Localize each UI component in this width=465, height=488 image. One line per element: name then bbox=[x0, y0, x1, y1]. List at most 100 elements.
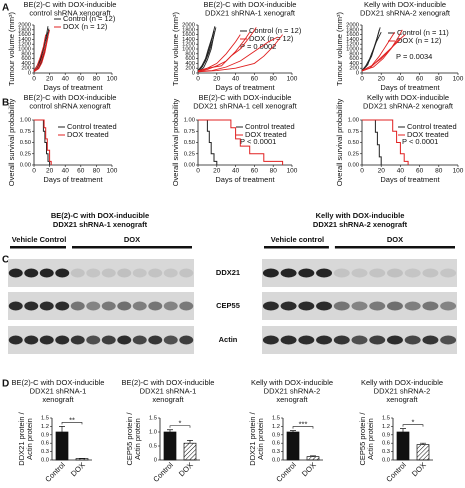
y-tick-label: 0.5 bbox=[149, 444, 157, 450]
blot-band bbox=[179, 335, 194, 345]
x-tick-label: Control bbox=[274, 460, 298, 484]
blot-membrane bbox=[8, 292, 194, 320]
y-tick-label: 0.50 bbox=[348, 140, 359, 146]
blot-band bbox=[39, 335, 54, 345]
group-bar bbox=[334, 246, 455, 249]
y-tick-label: 1.5 bbox=[382, 416, 390, 422]
y-tick-label: 0.3 bbox=[382, 449, 390, 455]
significance: * bbox=[412, 418, 415, 427]
x-tick-label: 80 bbox=[435, 168, 443, 175]
x-tick-label: 0 bbox=[196, 168, 200, 175]
tumour-line bbox=[361, 29, 380, 72]
y-tick-label: 800 bbox=[21, 51, 31, 57]
bar bbox=[396, 431, 410, 461]
blot-band bbox=[39, 301, 54, 311]
x-tick-label: 60 bbox=[416, 76, 424, 83]
x-axis-label: Days of treatment bbox=[43, 83, 103, 92]
y-tick-label: 1600 bbox=[346, 32, 359, 38]
y-tick-label: 1000 bbox=[346, 47, 359, 53]
tumour-line bbox=[197, 31, 251, 72]
y-tick-label: 1400 bbox=[182, 37, 195, 43]
blot-band bbox=[86, 301, 101, 311]
bar bbox=[75, 458, 89, 461]
chart-title: xenograft bbox=[42, 395, 74, 404]
blot-band bbox=[179, 268, 194, 278]
blot-band bbox=[55, 301, 70, 311]
blot-band bbox=[70, 301, 85, 311]
significance: ** bbox=[69, 415, 75, 424]
y-axis-label: Tumour volume (mm³) bbox=[171, 12, 180, 86]
chart-title: Kelly with DOX-inducible bbox=[361, 378, 443, 387]
blot-band bbox=[386, 268, 403, 278]
significance-bracket bbox=[61, 422, 83, 425]
blot-band bbox=[148, 301, 163, 311]
x-axis-label: Days of treatment bbox=[380, 175, 440, 184]
y-axis-label: Overall survival probability bbox=[171, 98, 180, 186]
bar bbox=[183, 442, 197, 461]
blot-band bbox=[422, 268, 439, 278]
blot-band bbox=[404, 335, 421, 345]
chart-title: DDX21 shRNA-1 cell xenograft bbox=[193, 101, 297, 110]
x-tick-label: 80 bbox=[93, 168, 101, 175]
group-bar bbox=[10, 246, 66, 249]
blot-band bbox=[440, 268, 457, 278]
y-tick-label: 600 bbox=[349, 56, 359, 62]
blot-band bbox=[24, 268, 39, 278]
blot-band bbox=[298, 268, 315, 278]
bar bbox=[163, 431, 177, 461]
y-tick-label: 0.6 bbox=[382, 441, 390, 447]
bar bbox=[286, 431, 300, 461]
x-tick-label: DOX bbox=[300, 460, 318, 478]
chart-title: DDX21 shRNA-2 xenograft bbox=[360, 8, 451, 17]
y-tick-label: 1400 bbox=[346, 37, 359, 43]
y-tick-label: 0.25 bbox=[20, 151, 31, 157]
blot-band bbox=[351, 335, 368, 345]
y-axis-label: Actin protein bbox=[133, 418, 142, 460]
y-tick-label: 1800 bbox=[346, 27, 359, 33]
x-tick-label: 100 bbox=[453, 76, 464, 83]
blot-band bbox=[422, 335, 439, 345]
x-tick-label: 0 bbox=[360, 168, 364, 175]
protein-label: CEP55 bbox=[216, 301, 240, 310]
y-tick-label: 1.00 bbox=[348, 118, 359, 124]
blot-band bbox=[333, 335, 350, 345]
blot-group: Vehicle control bbox=[271, 235, 324, 244]
protein-label: DDX21 bbox=[216, 268, 240, 277]
blot-band bbox=[298, 301, 315, 311]
group-bar bbox=[72, 246, 192, 249]
y-axis-label: Tumour volume (mm³) bbox=[335, 12, 344, 86]
x-tick-label: 0 bbox=[32, 168, 36, 175]
blot-band bbox=[117, 301, 132, 311]
blot-title: Kelly with DOX-inducible bbox=[316, 211, 405, 220]
blot-title: DDX21 shRNA-2 xenograft bbox=[313, 220, 408, 229]
x-tick-label: 0 bbox=[32, 76, 36, 83]
chart-title: BE(2)-C with DOX-inducible bbox=[12, 378, 105, 387]
y-tick-label: 0.50 bbox=[20, 140, 31, 146]
survival-curve bbox=[362, 119, 409, 165]
blot-band bbox=[70, 335, 85, 345]
panel-label: C bbox=[2, 255, 9, 266]
y-tick-label: 1200 bbox=[18, 42, 31, 48]
y-tick-label: 1.0 bbox=[149, 430, 157, 436]
x-tick-label: 60 bbox=[77, 168, 85, 175]
y-tick-label: 0.6 bbox=[272, 441, 280, 447]
y-tick-label: 0.3 bbox=[41, 449, 49, 455]
chart-title: DDX21 shRNA-1 bbox=[140, 386, 197, 395]
survival-curve bbox=[34, 119, 52, 165]
blot-band bbox=[86, 335, 101, 345]
blot-membrane bbox=[8, 326, 194, 354]
x-tick-label: 100 bbox=[453, 168, 464, 175]
tumour-line bbox=[197, 34, 283, 73]
blot-band bbox=[262, 301, 279, 311]
x-tick-label: 20 bbox=[378, 76, 386, 83]
tumour-line bbox=[361, 31, 382, 71]
legend-label: DOX treated bbox=[407, 130, 449, 139]
chart-title: DDX21 shRNA-1 xenograft bbox=[205, 8, 296, 17]
error-bar bbox=[59, 426, 65, 432]
error-bar bbox=[187, 440, 193, 444]
legend-label: DOX treated bbox=[245, 130, 287, 139]
survival-curve bbox=[362, 119, 382, 165]
y-tick-label: 0 bbox=[28, 71, 31, 77]
x-axis-label: Days of treatment bbox=[215, 175, 275, 184]
y-tick-label: 1600 bbox=[18, 32, 31, 38]
